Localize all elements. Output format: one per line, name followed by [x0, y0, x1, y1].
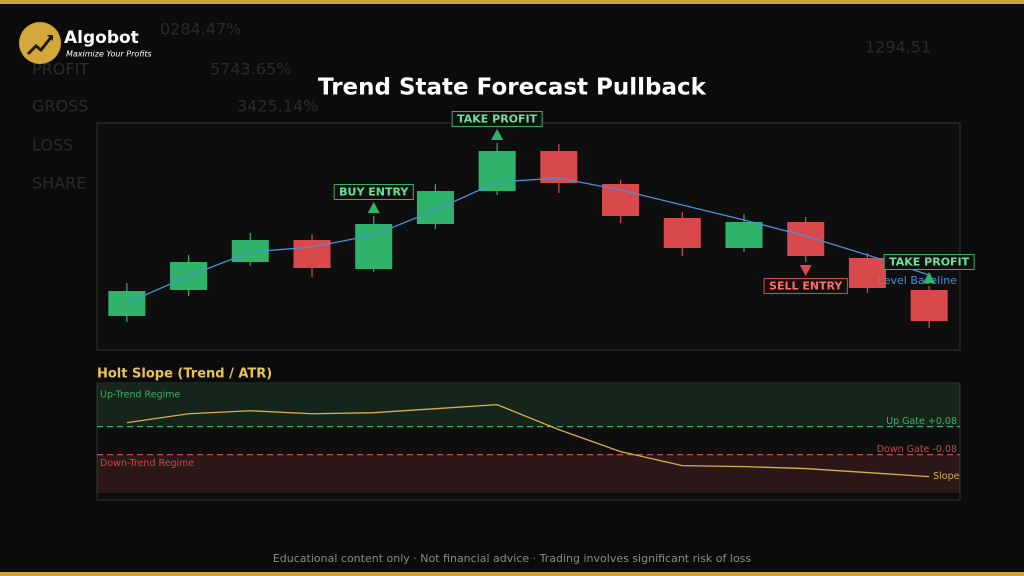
brand-tagline: Maximize Your Profits [66, 50, 152, 59]
gate-label: Down Gate -0.08 [877, 444, 957, 455]
regime-region [97, 384, 960, 427]
subplot-title: Holt Slope (Trend / ATR) [97, 367, 272, 382]
annotation: SELL ENTRY [763, 278, 848, 294]
gate-label: Up Gate +0.08 [886, 416, 957, 427]
regime-label: Up-Trend Regime [100, 390, 181, 401]
top-border [0, 0, 1024, 4]
annotation-label: TAKE PROFIT [457, 113, 538, 126]
annotation-label: BUY ENTRY [339, 186, 409, 199]
bottom-border [0, 572, 1024, 576]
annotation-label: TAKE PROFIT [889, 256, 970, 269]
annotation: TAKE PROFIT [451, 111, 543, 127]
regime-region [97, 454, 960, 493]
candle-body [231, 240, 269, 262]
candle-body [725, 222, 763, 248]
background-text: 0284.47% [160, 20, 241, 39]
annotation-label: SELL ENTRY [769, 280, 843, 293]
background-text: 1294.51 [865, 38, 931, 57]
candle-body [663, 218, 701, 248]
logo-badge [19, 22, 61, 64]
brand-name: Algobot [64, 28, 139, 48]
baseline-line [126, 177, 930, 304]
annotation-box [883, 254, 975, 270]
annotation-box [333, 184, 414, 200]
price-panel [96, 122, 961, 351]
annotation-arrow [491, 129, 504, 140]
background-text: GROSS [32, 97, 88, 116]
chart-title: Trend State Forecast Pullback [318, 75, 707, 101]
candle-body [910, 290, 948, 321]
series-label: Slope [933, 471, 960, 482]
logo-icon [26, 35, 54, 56]
candle-body [355, 224, 393, 269]
background-text: 3425.14% [237, 97, 318, 116]
background-text: LOSS [32, 136, 73, 155]
logo-icon [47, 35, 53, 41]
annotation: TAKE PROFIT [883, 254, 975, 270]
annotation-arrow [923, 272, 936, 283]
background-text: SHARE [32, 174, 86, 193]
candle-body [478, 151, 516, 191]
annotation: BUY ENTRY [333, 184, 414, 200]
annotation-box [763, 278, 848, 294]
candle-body [848, 258, 886, 288]
slope-line [126, 403, 930, 478]
annotation-arrow [367, 202, 380, 213]
candle-body [416, 191, 454, 224]
annotation-arrow [799, 265, 812, 276]
footer: Educational content only · Not financial… [273, 552, 752, 565]
regime-label: Down-Trend Regime [100, 458, 194, 469]
background-text: 5743.65% [210, 60, 291, 79]
annotation-box [451, 111, 543, 127]
candle-body [787, 222, 825, 256]
candle-body [602, 184, 640, 216]
background-text: PROFIT [32, 60, 89, 79]
logo: Algobot Maximize Your Profits [19, 22, 152, 64]
baseline-label: Level Baseline [878, 274, 957, 287]
candle-body [108, 291, 146, 316]
slope-panel [96, 382, 961, 501]
